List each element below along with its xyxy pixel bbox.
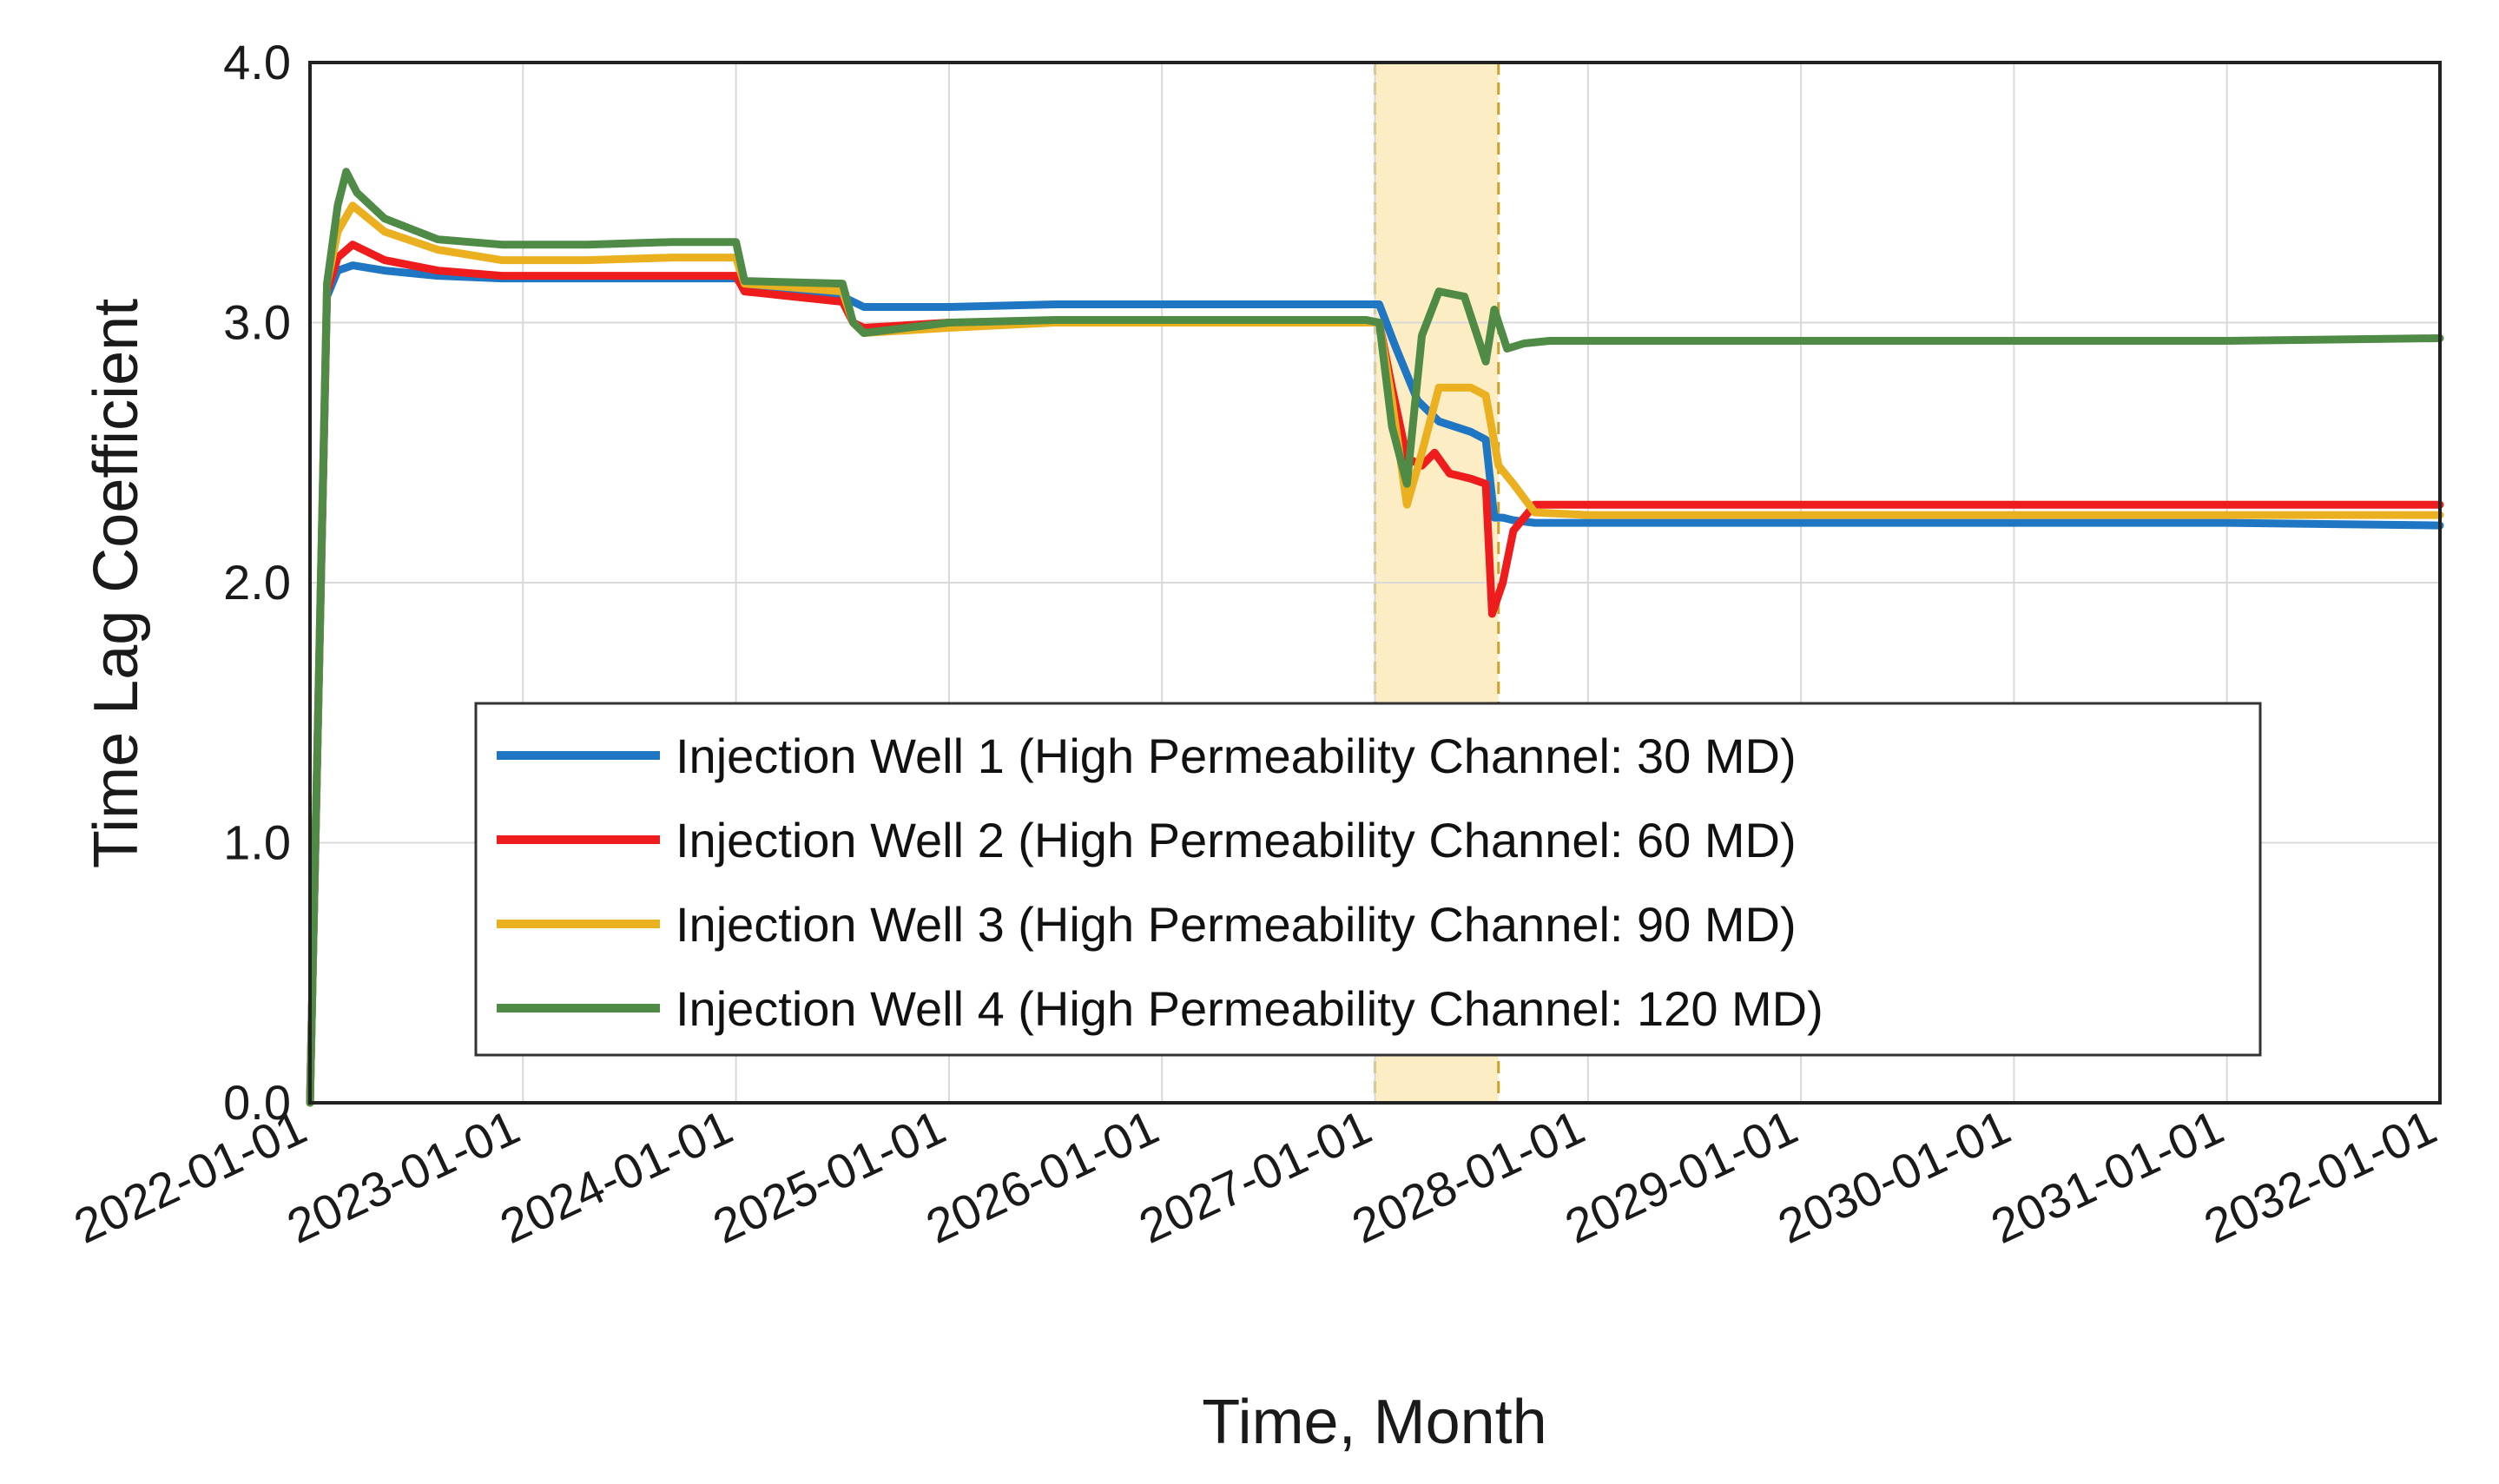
legend-items: Injection Well 1 (High Permeability Chan…: [497, 729, 1823, 1036]
series-layer: [306, 168, 2444, 1107]
y-tick-labels: 0.0 1.0 2.0 3.0 4.0: [223, 35, 291, 1130]
y-tick-label: 4.0: [223, 35, 291, 89]
y-tick-label: 3.0: [223, 295, 291, 350]
legend-label: Injection Well 1 (High Permeability Chan…: [676, 729, 1797, 783]
y-tick-label: 1.0: [223, 815, 291, 870]
legend-label: Injection Well 2 (High Permeability Chan…: [676, 813, 1797, 867]
legend: Injection Well 1 (High Permeability Chan…: [474, 702, 2262, 1057]
legend-box: [474, 702, 2262, 1057]
y-tick-label: 2.0: [223, 555, 291, 610]
y-axis-title: Time Lag Coefficient: [82, 299, 151, 868]
legend-label: Injection Well 3 (High Permeability Chan…: [676, 897, 1797, 952]
series-line-injection-well-4: [306, 168, 2444, 1107]
y-tick-label: 0.0: [223, 1075, 291, 1130]
x-axis-title: Time, Month: [1202, 1388, 1546, 1457]
plot-frame: [308, 61, 2442, 1105]
legend-label: Injection Well 4 (High Permeability Chan…: [676, 981, 1823, 1036]
